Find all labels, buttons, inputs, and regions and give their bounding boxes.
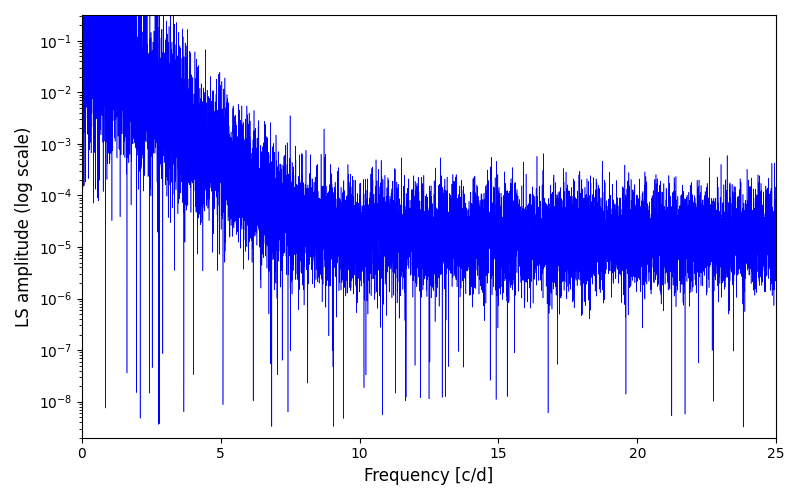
Y-axis label: LS amplitude (log scale): LS amplitude (log scale) bbox=[15, 126, 33, 326]
X-axis label: Frequency [c/d]: Frequency [c/d] bbox=[364, 467, 494, 485]
